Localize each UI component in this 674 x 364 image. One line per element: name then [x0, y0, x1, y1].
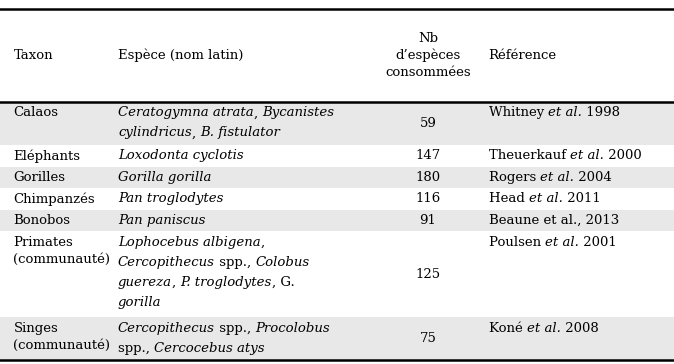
Bar [0, 166, 674, 188]
Text: guereza: guereza [118, 276, 172, 289]
Text: et al.: et al. [529, 193, 563, 205]
Text: ,: , [191, 126, 200, 139]
Text: Taxon: Taxon [13, 49, 53, 62]
Text: 2004: 2004 [574, 171, 612, 184]
Bar [0, 317, 674, 360]
Text: 116: 116 [415, 192, 441, 205]
Text: P. troglodytes: P. troglodytes [181, 276, 272, 289]
Text: spp.,: spp., [118, 342, 154, 355]
Text: et al.: et al. [526, 322, 561, 335]
Text: Espèce (nom latin): Espèce (nom latin) [118, 49, 243, 62]
Text: Référence: Référence [489, 49, 557, 62]
Text: Procolobus: Procolobus [255, 322, 330, 335]
Text: 2001: 2001 [579, 236, 617, 249]
Text: spp.,: spp., [215, 256, 255, 269]
Text: Pan paniscus: Pan paniscus [118, 214, 206, 227]
Text: Koné: Koné [489, 322, 526, 335]
Text: , G.: , G. [272, 276, 295, 289]
Text: et al.: et al. [540, 171, 574, 184]
Text: gorilla: gorilla [118, 296, 162, 309]
Text: 1998: 1998 [582, 106, 620, 119]
Text: Whitney: Whitney [489, 106, 548, 119]
Text: Chimpanzés: Chimpanzés [13, 193, 95, 206]
Text: Ceratogymna atrata: Ceratogymna atrata [118, 106, 253, 119]
Text: Bycanistes: Bycanistes [262, 106, 334, 119]
Text: 2000: 2000 [604, 149, 642, 162]
Text: et al.: et al. [570, 149, 604, 162]
Text: et al.: et al. [548, 106, 582, 119]
Text: 59: 59 [419, 117, 437, 130]
Text: Bonobos: Bonobos [13, 214, 71, 227]
Text: Cercopithecus: Cercopithecus [118, 256, 215, 269]
Text: Rogers: Rogers [489, 171, 540, 184]
Text: cylindricus: cylindricus [118, 126, 191, 139]
Text: Colobus: Colobus [255, 256, 309, 269]
Text: ,: , [172, 276, 181, 289]
Text: Head: Head [489, 193, 529, 205]
Text: Beaune et al., 2013: Beaune et al., 2013 [489, 214, 619, 227]
Text: Pan troglodytes: Pan troglodytes [118, 193, 223, 205]
Text: Gorilla gorilla: Gorilla gorilla [118, 171, 212, 184]
Text: Singes
(communauté): Singes (communauté) [13, 322, 111, 352]
Text: et al.: et al. [545, 236, 579, 249]
Text: 75: 75 [419, 332, 437, 345]
Text: Primates
(communauté): Primates (communauté) [13, 236, 111, 265]
Text: ,: , [253, 106, 262, 119]
Bar [0, 102, 674, 145]
Text: 91: 91 [419, 214, 437, 227]
Text: 125: 125 [415, 268, 441, 281]
Text: B. fistulator: B. fistulator [200, 126, 280, 139]
Text: Cercopithecus: Cercopithecus [118, 322, 215, 335]
Text: Calaos: Calaos [13, 106, 59, 119]
Text: Nb
d’espèces
consommées: Nb d’espèces consommées [385, 32, 471, 79]
Text: 2011: 2011 [563, 193, 601, 205]
Text: Loxodonta cyclotis: Loxodonta cyclotis [118, 149, 243, 162]
Text: Lophocebus albigena: Lophocebus albigena [118, 236, 261, 249]
Text: 2008: 2008 [561, 322, 599, 335]
Text: spp.,: spp., [215, 322, 255, 335]
Text: Gorilles: Gorilles [13, 171, 65, 184]
Text: Theuerkauf: Theuerkauf [489, 149, 570, 162]
Text: 147: 147 [415, 149, 441, 162]
Text: ,: , [261, 236, 265, 249]
Text: Eléphants: Eléphants [13, 149, 80, 163]
Text: 180: 180 [415, 171, 441, 184]
Bar [0, 7, 674, 102]
Bar [0, 210, 674, 231]
Text: Cercocebus atys: Cercocebus atys [154, 342, 265, 355]
Text: Poulsen: Poulsen [489, 236, 545, 249]
